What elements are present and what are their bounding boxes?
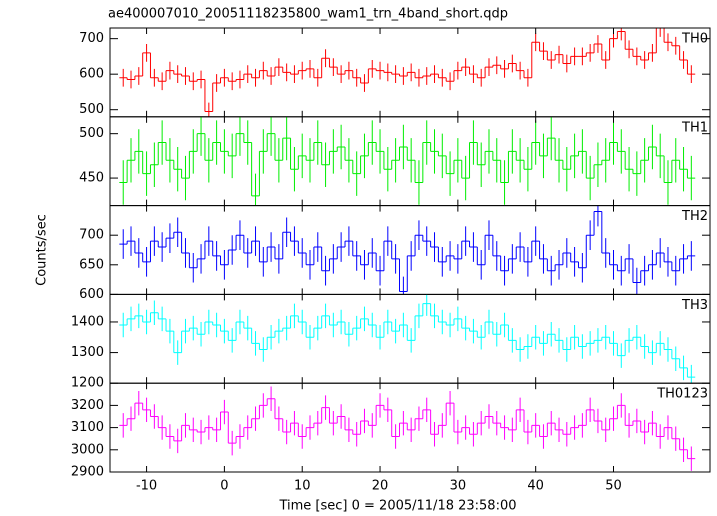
panel-data [119, 205, 696, 295]
series-label: TH3 [681, 298, 708, 313]
y-tick-label: 3100 [71, 420, 104, 435]
x-tick-label: 0 [220, 479, 228, 494]
panel-frame [109, 382, 711, 473]
panel-data [119, 28, 696, 117]
y-tick-label: 500 [79, 126, 104, 141]
x-tick-label: 30 [450, 479, 467, 494]
x-tick-label: 20 [372, 479, 389, 494]
y-axis-label: Counts/sec [35, 214, 50, 286]
y-tick-label: 3200 [71, 398, 104, 413]
y-tick-label: 1200 [71, 376, 104, 391]
x-tick-label: 50 [605, 479, 622, 494]
y-tick-label: 500 [79, 102, 104, 117]
panel-frame [109, 116, 711, 207]
x-tick-label: -10 [136, 479, 157, 494]
y-tick-label: 1300 [71, 345, 104, 360]
y-tick-label: 600 [79, 67, 104, 82]
series-label: TH0123 [656, 387, 708, 402]
series-label: TH0 [681, 32, 708, 47]
x-tick-label: 40 [527, 479, 544, 494]
series-label: TH2 [681, 209, 708, 224]
y-tick-label: 650 [79, 257, 104, 272]
y-tick-label: 700 [79, 228, 104, 243]
y-tick-label: 2900 [71, 465, 104, 480]
chart-title: ae400007010_20051118235800_wam1_trn_4ban… [108, 7, 508, 22]
panel-frame [109, 293, 711, 384]
y-tick-label: 600 [79, 287, 104, 302]
panel-data [119, 386, 696, 471]
y-tick-label: 1400 [71, 314, 104, 329]
y-tick-label: 3000 [71, 442, 104, 457]
panel-data [119, 294, 696, 384]
y-tick-label: 450 [79, 171, 104, 186]
y-tick-label: 700 [79, 31, 104, 46]
series-label: TH1 [681, 120, 708, 135]
x-axis-label: Time [sec] 0 = 2005/11/18 23:58:00 [278, 499, 516, 514]
x-tick-label: 10 [294, 479, 311, 494]
panel-data [119, 116, 696, 206]
panel-frame [109, 205, 711, 295]
